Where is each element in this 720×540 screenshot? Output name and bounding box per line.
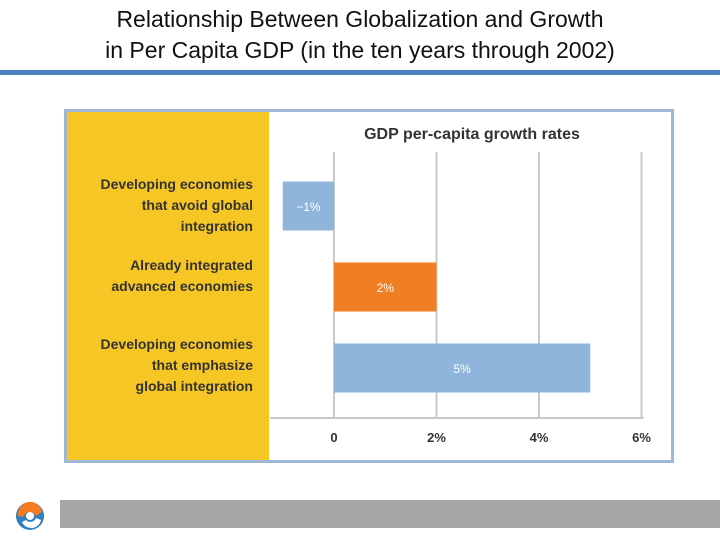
x-tick-label: 6% (632, 430, 651, 445)
x-tick-label: 4% (530, 430, 549, 445)
slide-title-line-1: Relationship Between Globalization and G… (116, 6, 604, 32)
category-label: Developing economies that emphasize global… (101, 336, 254, 394)
category-label-line: Developing economies (101, 176, 254, 192)
x-tick-label: 2% (427, 430, 446, 445)
bar-value-label: 5% (453, 362, 471, 376)
bar-value-label: −1% (296, 200, 321, 214)
footer-bar (60, 500, 720, 528)
gdp-growth-chart: GDP per-capita growth rates 0 2% 4% 6% −1% 2% 5… (67, 112, 651, 460)
bar (334, 262, 437, 312)
x-tick-label: 0 (330, 430, 337, 445)
category-label-line: advanced economies (111, 278, 253, 294)
logo-icon (12, 498, 48, 534)
category-label-line: global integration (136, 378, 253, 394)
chart-frame: GDP per-capita growth rates 0 2% 4% 6% −1% 2% 5… (64, 109, 674, 463)
category-label: Developing economies that avoid global int… (101, 176, 254, 234)
category-label: Already integrated advanced economies (111, 257, 253, 294)
category-label-line: Developing economies (101, 336, 254, 352)
category-label-line: that avoid global (142, 197, 253, 213)
slide-title: Relationship Between Globalization and G… (0, 4, 720, 66)
bar (334, 343, 591, 393)
bar (282, 181, 334, 231)
label-panel (67, 112, 269, 460)
bar-value-label: 2% (377, 281, 395, 295)
chart-title: GDP per-capita growth rates (364, 126, 580, 143)
slide-title-line-2: in Per Capita GDP (in the ten years thro… (105, 37, 615, 63)
category-label-line: that emphasize (152, 357, 253, 373)
title-underline (0, 70, 720, 75)
category-label-line: integration (181, 218, 253, 234)
category-label-line: Already integrated (130, 257, 253, 273)
